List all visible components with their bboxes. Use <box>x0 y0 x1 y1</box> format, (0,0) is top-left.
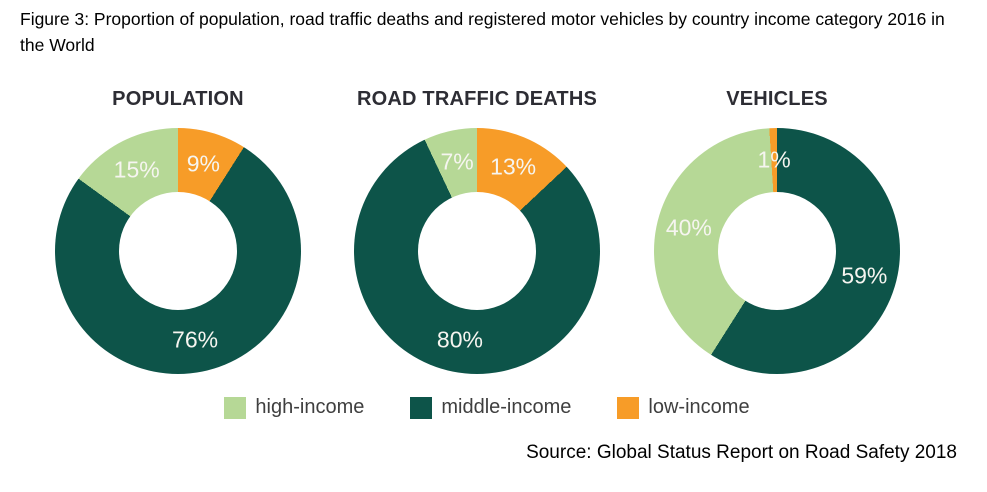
donut-wrap-vehicles: 1% 59% 40% <box>654 128 900 374</box>
legend-label-middle-income: middle-income <box>441 396 572 418</box>
slice-label-middle-income: 59% <box>841 262 888 289</box>
legend-item-middle-income: middle-income <box>410 396 571 419</box>
chart-title-road-traffic-deaths: ROAD TRAFFIC DEATHS <box>356 88 598 110</box>
donut-hole-population <box>119 192 237 310</box>
slice-label-high-income: 7% <box>440 148 474 175</box>
donut-chart-population: POPULATION 9% 76% 15% <box>55 88 301 374</box>
legend-swatch-high-income <box>224 396 247 419</box>
slice-label-low-income: 9% <box>186 150 220 177</box>
legend-item-low-income: low-income <box>617 396 750 419</box>
legend-label-low-income: low-income <box>648 396 750 418</box>
slice-label-low-income: 1% <box>757 146 791 173</box>
donut-labels-road-traffic-deaths: 13% 80% 7% <box>354 128 600 374</box>
legend-swatch-middle-income <box>410 396 433 419</box>
legend-item-high-income: high-income <box>224 396 364 419</box>
legend-swatch-low-income <box>617 396 640 419</box>
legend: high-income middle-income low-income <box>0 396 974 419</box>
figure-caption: Figure 3: Proportion of population, road… <box>20 9 945 55</box>
chart-title-population: POPULATION <box>112 88 244 110</box>
donut-wrap-road-traffic-deaths: 13% 80% 7% <box>354 128 600 374</box>
legend-label-high-income: high-income <box>255 396 365 418</box>
donut-hole-vehicles <box>718 192 836 310</box>
donut-labels-population: 9% 76% 15% <box>55 128 301 374</box>
slice-label-high-income: 15% <box>113 156 160 183</box>
donut-wrap-population: 9% 76% 15% <box>55 128 301 374</box>
donut-chart-road-traffic-deaths: ROAD TRAFFIC DEATHS 13% 80% 7% <box>354 88 600 374</box>
donut-hole-road-traffic-deaths <box>418 192 536 310</box>
donut-labels-vehicles: 1% 59% 40% <box>654 128 900 374</box>
slice-label-middle-income: 76% <box>172 326 219 353</box>
slice-label-high-income: 40% <box>665 214 712 241</box>
donut-chart-vehicles: VEHICLES 1% 59% 40% <box>654 88 900 374</box>
slice-label-low-income: 13% <box>490 153 537 180</box>
chart-title-vehicles: VEHICLES <box>726 88 828 110</box>
slice-label-middle-income: 80% <box>436 326 483 353</box>
source-note: Source: Global Status Report on Road Saf… <box>526 442 957 463</box>
